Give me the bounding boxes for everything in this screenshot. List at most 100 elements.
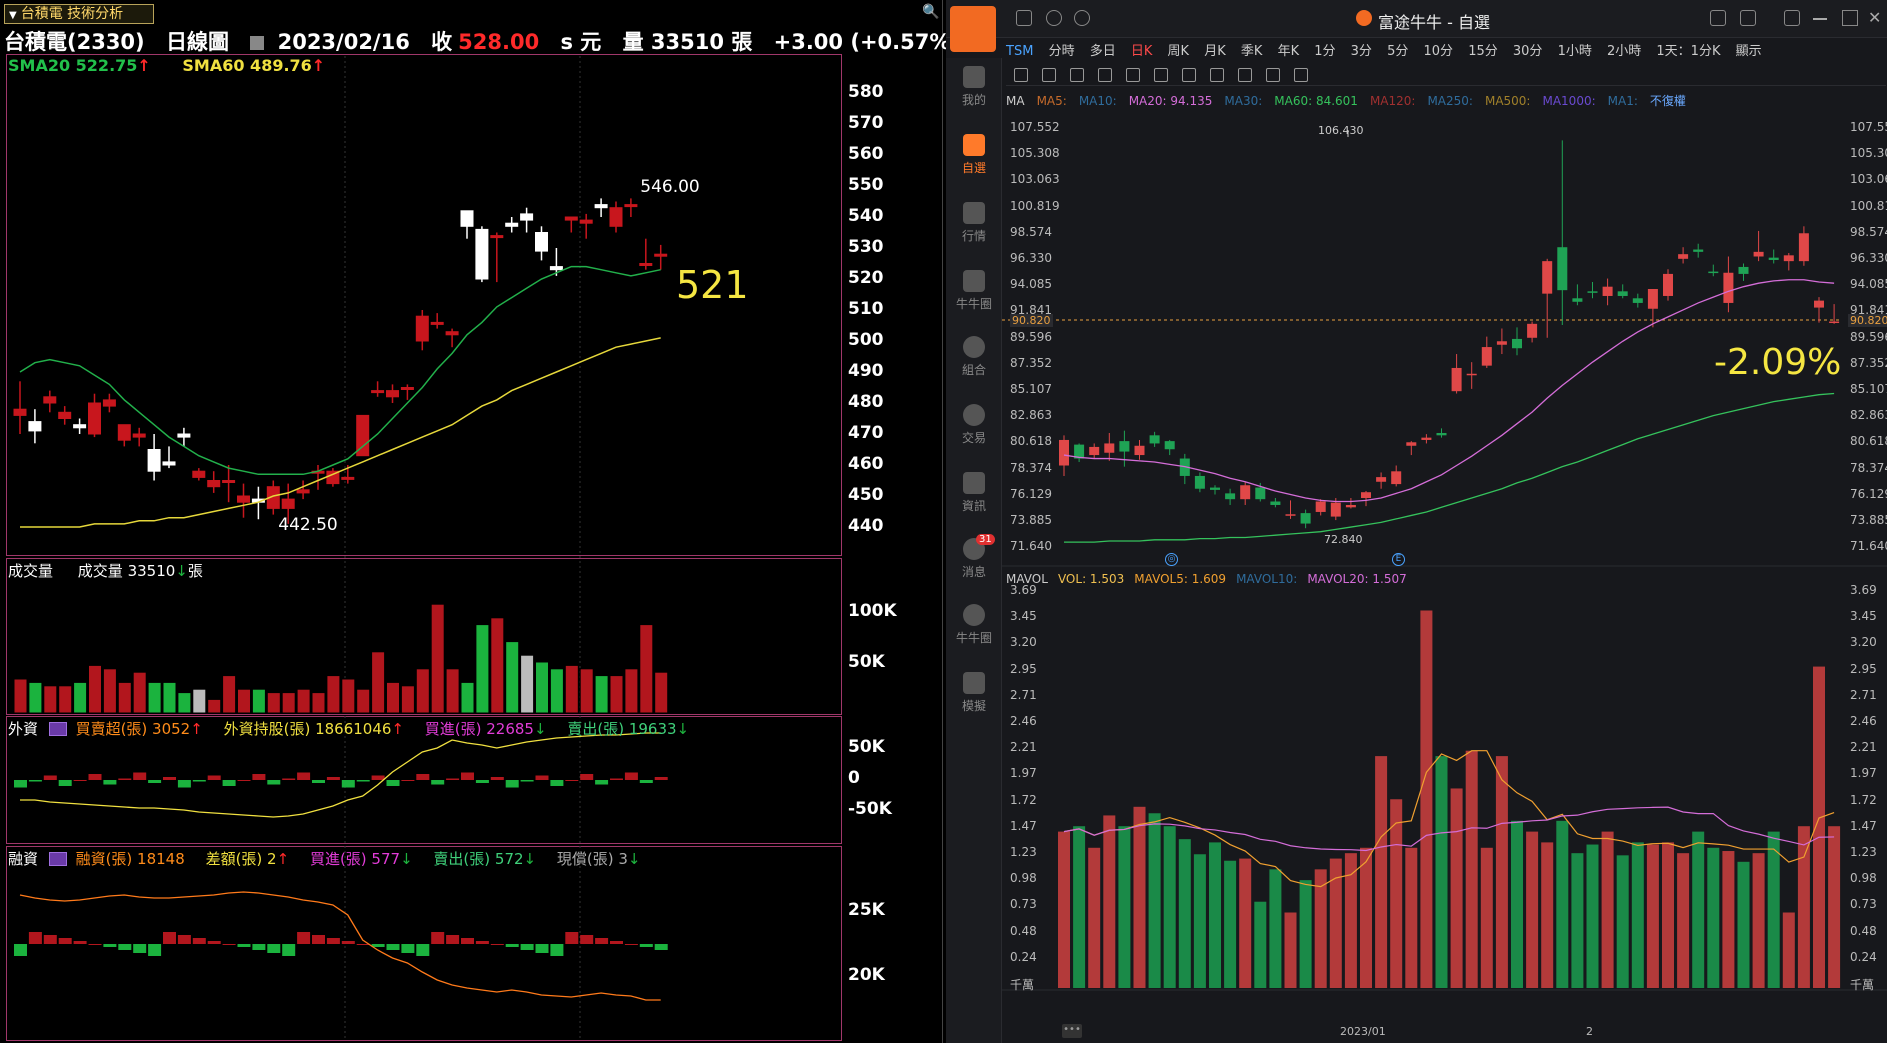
foreign-bar [624,772,638,780]
analysis-tab[interactable]: ▼ 台積電 技術分析 [4,4,154,24]
vol-legend-item[interactable]: MAVOL5: 1.609 [1134,572,1227,586]
more-button[interactable]: ••• [1062,1024,1082,1038]
sidebar-item-trade[interactable]: 交易 [946,404,1002,446]
bell-icon[interactable] [1046,10,1062,26]
sidebar-item-simulate[interactable]: 模擬 [946,672,1002,714]
period-tab[interactable]: 30分 [1512,44,1543,59]
period-tab[interactable]: 1小時 [1557,44,1592,59]
period-tab[interactable]: 月K [1204,44,1226,59]
volume-bar [520,654,535,714]
ma-legend-item[interactable]: MA120: [1369,94,1416,108]
margin-bar [88,944,102,945]
margin-bar [401,944,415,953]
arrow-icon[interactable] [1182,68,1196,82]
foreign-bar [103,780,117,785]
shirt-icon[interactable] [1740,10,1756,26]
close-icon[interactable]: ✕ [1868,8,1882,27]
ma-legend-item[interactable]: MA1000: [1542,94,1596,108]
list-icon[interactable] [48,852,67,866]
sidebar-item-watchlist[interactable]: 自選 [946,134,1002,176]
r-candle-body [1738,266,1749,274]
earnings-marker-icon[interactable]: ◎ [1165,553,1178,566]
symbol-label[interactable]: TSM [1006,44,1034,59]
margin-bar [475,941,489,944]
period-tab[interactable]: 1天：1分K [1656,44,1721,59]
volume-bar [490,617,505,714]
period-tab[interactable]: 周K [1167,44,1190,59]
period-tab[interactable]: 15分 [1468,44,1498,59]
vol-legend-item[interactable]: MAVOL [1006,572,1048,586]
right-chart-canvas[interactable] [946,0,1887,1043]
minimize-icon[interactable] [1813,18,1827,20]
margin-bar [386,944,400,950]
left-chart-canvas[interactable]: 546.00 442.50 521 [0,0,943,1043]
period-tab[interactable]: 多日 [1089,44,1116,59]
event-marker-icon[interactable]: E [1392,553,1405,566]
ma-legend-item[interactable]: MA20: 94.135 [1128,94,1213,108]
candle-body [549,266,563,271]
ma-legend-item[interactable]: MA10: [1078,94,1117,108]
margin-tick: 20K [848,965,885,985]
foreign-bar [297,772,311,780]
text-icon[interactable] [1210,68,1224,82]
search-icon[interactable] [1074,10,1090,26]
headset-icon[interactable] [1710,10,1726,26]
sidebar-item-market[interactable]: 行情 [946,202,1002,244]
display-menu[interactable]: 顯示 [1735,44,1762,59]
ma-legend-item[interactable]: MA [1006,94,1025,108]
period-tab[interactable]: 季K [1240,44,1263,59]
vol-legend-item[interactable]: VOL: 1.503 [1057,572,1125,586]
volume-bar [43,685,58,714]
fib-icon[interactable] [1098,68,1112,82]
maximize-icon[interactable] [1842,10,1858,26]
vol-legend-item[interactable]: MAVOL10: [1236,572,1298,586]
period-tab[interactable]: 10分 [1423,44,1454,59]
list-icon[interactable] [48,722,67,736]
ma-legend-item[interactable]: MA500: [1484,94,1531,108]
move-icon[interactable] [1014,68,1028,82]
margin-panel [6,846,842,1041]
line-icon[interactable] [1042,68,1056,82]
futu-logo[interactable] [950,6,996,52]
trade-icon [963,404,985,426]
candle-body [490,235,504,239]
delete-icon[interactable] [1266,68,1280,82]
r-volume-bar [1556,820,1569,988]
measure-icon[interactable] [1154,68,1168,82]
ma-legend-item[interactable]: MA5: [1036,94,1067,108]
tab-dropdown-icon[interactable]: ▼ [9,10,17,21]
sidebar-item-portfolio[interactable]: 組合 [946,336,1002,378]
sidebar-item-community[interactable]: 牛牛圈 [946,270,1002,312]
ma-legend-item[interactable]: MA60: 84.601 [1274,94,1358,108]
ma-legend-item[interactable]: MA1: [1607,94,1638,108]
period-tab-active[interactable]: 日K [1130,44,1153,59]
zoom-icon[interactable]: 🔍 [922,4,940,20]
margin-fin: 融資(張) 18148 [75,850,185,868]
price-tick: 85.107 [1850,382,1887,396]
vol-tick-left: 0.24 [1010,949,1037,964]
sidebar-item-messages[interactable]: 消息 31 [946,534,1002,580]
date-dropdown-icon[interactable] [250,36,265,50]
channel-icon[interactable] [1070,68,1084,82]
ma-legend-item[interactable]: MA250: [1427,94,1473,108]
lock-icon[interactable] [1238,68,1252,82]
pattern-icon[interactable] [1126,68,1140,82]
ma-legend-item[interactable]: MA30: [1224,94,1263,108]
period-tab[interactable]: 1分 [1314,44,1336,59]
volume-bar [505,641,520,714]
period-tab[interactable]: 分時 [1048,44,1075,59]
foreign-bar [43,775,57,780]
period-tab[interactable]: 3分 [1350,44,1372,59]
sidebar-item-niuniu[interactable]: 牛牛圈 [946,604,1002,646]
settings-icon[interactable] [1294,68,1308,82]
period-tab[interactable]: 5分 [1387,44,1409,59]
period-tab[interactable]: 2小時 [1606,44,1642,59]
menu-icon[interactable] [1016,10,1032,26]
ma-legend-item[interactable]: 不復權 [1649,94,1686,108]
margin-bar [341,941,355,944]
period-tab[interactable]: 年K [1277,44,1300,59]
shrink-icon[interactable] [1784,10,1800,26]
vol-legend-item[interactable]: MAVOL20: 1.507 [1307,572,1407,586]
sidebar-item-news[interactable]: 資訊 [946,472,1002,514]
sidebar-item-me[interactable]: 我的 [946,66,1002,108]
